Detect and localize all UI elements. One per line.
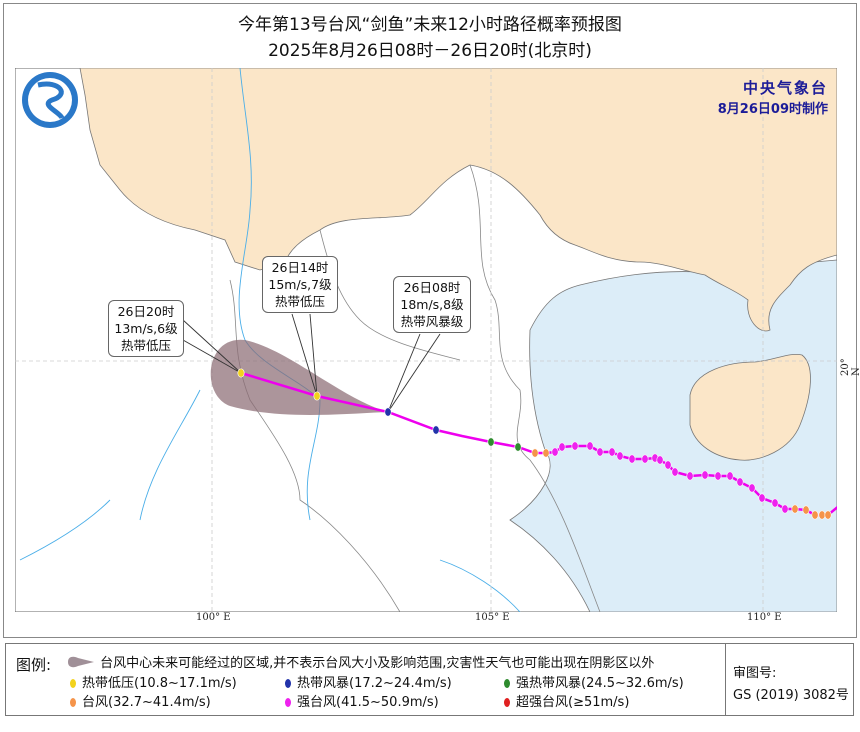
callout-level: 热带低压 — [120, 338, 171, 353]
legend-item-label: 超强台风(≥51m/s) — [516, 695, 630, 710]
track-point — [487, 437, 495, 447]
legend-cone: 台风中心未来可能经过的区域,并不表示台风大小及影响范围,灾害性天气也可能出现在阴… — [66, 652, 654, 671]
legend-cone-text: 台风中心未来可能经过的区域,并不表示台风大小及影响范围,灾害性天气也可能出现在阴… — [100, 656, 655, 671]
track-point — [758, 493, 766, 503]
typhoon-symbol-icon — [70, 679, 76, 688]
legend-item: 台风(32.7~41.4m/s) — [70, 691, 211, 710]
track-point — [531, 448, 539, 458]
track-point — [551, 447, 559, 457]
track-point — [771, 498, 779, 508]
typhoon-symbol-icon — [504, 698, 510, 707]
legend-item: 超强台风(≥51m/s) — [504, 691, 629, 710]
callout-wind: 18m/s,8级 — [400, 297, 464, 312]
cma-logo — [22, 72, 78, 128]
legend-item: 强台风(41.5~50.9m/s) — [285, 691, 439, 710]
track-point — [701, 470, 709, 480]
issuer-name: 中央气象台 — [742, 79, 828, 97]
legend-item: 强热带风暴(24.5~32.6m/s) — [504, 672, 684, 691]
chart-title: 今年第13号台风“剑鱼”未来12小时路径概率预报图 — [238, 15, 622, 35]
callout-leaders — [182, 313, 441, 413]
typhoon-symbol-icon — [504, 679, 510, 688]
track-point — [671, 467, 679, 477]
border-line — [229, 279, 401, 612]
track-point — [384, 407, 392, 417]
track-point — [608, 447, 616, 457]
legend: 图例: 台风中心未来可能经过的区域,并不表示台风大小及影响范围,灾害性天气也可能… — [5, 643, 854, 716]
approval-number: GS (2019) 3082号 — [733, 688, 849, 703]
callout-wind: 15m/s,7级 — [268, 277, 332, 292]
track-point — [616, 451, 624, 461]
legend-item-label: 强热带风暴(24.5~32.6m/s) — [516, 676, 684, 691]
track-point — [542, 448, 550, 458]
track-points — [237, 368, 832, 520]
callout-time: 26日08时 — [403, 280, 461, 295]
callout-time: 26日20时 — [117, 304, 175, 319]
approval-label: 审图号: — [733, 666, 777, 681]
hainan-island — [689, 353, 811, 461]
river — [19, 389, 521, 612]
track-point — [726, 471, 734, 481]
track-point — [558, 442, 566, 452]
callout-26-20h: 26日20时 13m/s,6级 热带低压 — [108, 300, 184, 357]
track-point — [748, 483, 756, 493]
lon-label-100: 100° E — [196, 612, 231, 623]
track-point — [686, 471, 694, 481]
legend-item-label: 强台风(41.5~50.9m/s) — [297, 695, 439, 710]
track-point — [628, 454, 636, 464]
typhoon-symbol-icon — [70, 698, 76, 707]
track-point — [596, 447, 604, 457]
border-line — [469, 164, 601, 612]
legend-item-label: 热带风暴(17.2~24.4m/s) — [297, 676, 452, 691]
legend-item: 热带风暴(17.2~24.4m/s) — [285, 672, 452, 691]
typhoon-symbol-icon — [285, 698, 291, 707]
track-point — [313, 391, 321, 401]
typhoon-symbol-icon — [285, 679, 291, 688]
callout-level: 热带风暴级 — [400, 314, 464, 329]
cone-icon — [68, 656, 94, 668]
callout-wind: 13m/s,6级 — [114, 321, 178, 336]
lon-label-105: 105° E — [475, 612, 510, 623]
probability-cone — [210, 339, 388, 415]
track-point — [811, 510, 819, 520]
track-point — [514, 442, 522, 452]
sea-area — [509, 259, 837, 612]
issue-time: 8月26日09时制作 — [717, 102, 828, 117]
lat-label-20: 20° N — [840, 358, 860, 376]
callout-time: 26日14时 — [271, 260, 329, 275]
graticule — [15, 68, 837, 612]
track-point — [791, 504, 799, 514]
track-point — [237, 368, 245, 378]
track-point — [586, 441, 594, 451]
track-point — [664, 460, 672, 470]
figure-frame — [3, 3, 857, 638]
callout-26-14h: 26日14时 15m/s,7级 热带低压 — [262, 256, 338, 313]
legend-item: 热带低压(10.8~17.1m/s) — [70, 672, 237, 691]
track-point — [432, 425, 440, 435]
track-point — [571, 441, 579, 451]
legend-item-label: 台风(32.7~41.4m/s) — [82, 695, 211, 710]
chart-subtitle: 2025年8月26日08时－26日20时(北京时) — [268, 41, 592, 61]
callout-level: 热带低压 — [274, 294, 325, 309]
track-point — [736, 477, 744, 487]
track-point — [781, 504, 789, 514]
river — [238, 68, 321, 521]
track-point — [714, 471, 722, 481]
track-point — [641, 454, 649, 464]
legend-title: 图例: — [16, 656, 52, 674]
track-point — [802, 505, 810, 515]
callout-26-08h: 26日08时 18m/s,8级 热带风暴级 — [393, 276, 471, 333]
track-point — [656, 455, 664, 465]
legend-item-label: 热带低压(10.8~17.1m/s) — [82, 676, 237, 691]
track-point — [818, 510, 826, 520]
lon-label-110: 110° E — [747, 612, 782, 623]
legend-divider — [725, 644, 726, 715]
track-point — [824, 510, 832, 520]
